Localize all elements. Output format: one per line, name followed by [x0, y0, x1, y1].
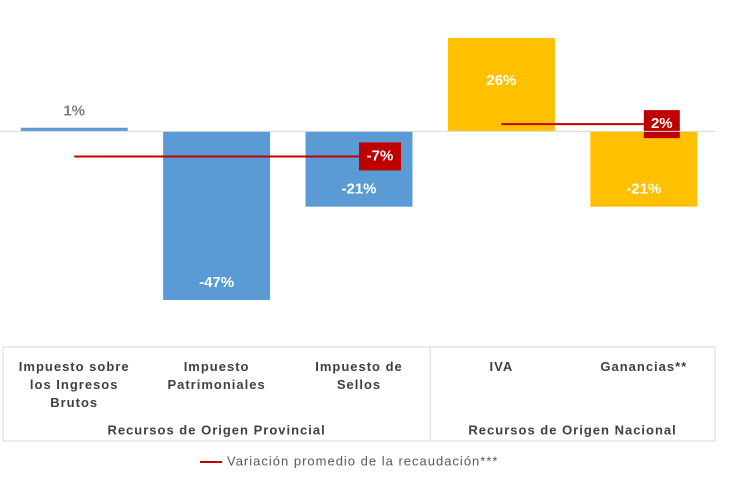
value-label: 1% [63, 103, 85, 120]
average-label: 2% [651, 115, 673, 132]
category-label: Impuesto sobre los Ingresos Brutos [18, 359, 130, 410]
group-label: Recursos de Origen Nacional [468, 422, 676, 437]
value-label: 26% [486, 72, 516, 89]
category-label: Ganancias** [600, 359, 688, 374]
value-label: -21% [341, 181, 376, 198]
legend-label: Variación promedio de la recaudación*** [227, 453, 498, 468]
average-label-box [359, 142, 401, 171]
category-label: Impuesto Patrimoniales [167, 359, 266, 392]
category-label: Impuesto de Sellos [315, 359, 403, 392]
average-label: -7% [367, 147, 394, 164]
category-label: IVA [489, 359, 514, 374]
value-label: -47% [199, 274, 234, 291]
value-label: -21% [626, 181, 661, 198]
bar [163, 131, 271, 300]
bar [447, 38, 555, 132]
group-label: Recursos de Origen Provincial [107, 422, 325, 437]
bar [590, 131, 698, 207]
bar [20, 127, 128, 132]
average-label-box [643, 110, 680, 139]
